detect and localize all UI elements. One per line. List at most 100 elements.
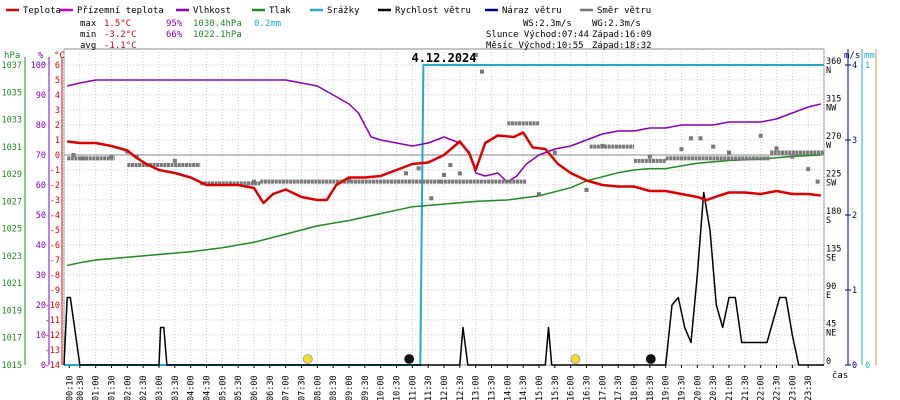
wind-speed-line: [63, 191, 824, 366]
humidity-tick-label: 90: [36, 91, 46, 101]
wind-direction-point: [790, 154, 795, 159]
legend-label: Náraz větru: [502, 6, 562, 16]
direction-tick-label: 315: [826, 95, 841, 105]
stats-max-press: 1030.4hPa: [193, 19, 242, 29]
direction-tick-label: 360: [826, 57, 841, 67]
wind-direction-point: [480, 69, 484, 74]
time-tick-label: 07:00: [282, 375, 292, 400]
info-wind-speed: WS:2.3m/s: [523, 19, 572, 29]
stats-avg-temp: -1.1°C: [104, 41, 137, 51]
time-tick-label: 08:30: [329, 375, 339, 400]
humidity-tick-label: 80: [36, 121, 46, 131]
pressure-tick-label: 1027: [2, 197, 22, 207]
time-tick-label: 16:00: [567, 375, 577, 400]
legend-label: Rychlost větru: [395, 6, 471, 16]
humidity-tick-label: 70: [36, 151, 46, 161]
time-tick-label: 10:30: [393, 375, 403, 400]
pressure-tick-label: 1035: [2, 88, 22, 98]
humidity-axis-label: %: [38, 51, 44, 61]
time-tick-label: 09:00: [345, 375, 355, 400]
wind-direction-point: [448, 163, 453, 167]
wind-direction-point: [438, 179, 443, 184]
temperature-tick-label: -7: [50, 256, 60, 266]
time-tick-label: 15:00: [535, 375, 545, 400]
time-tick-label: 04:30: [203, 375, 213, 400]
humidity-tick-label: 0: [41, 361, 46, 371]
info-sunrise: Slunce Východ:07:44: [486, 30, 589, 40]
time-tick-label: 20:00: [693, 375, 703, 400]
time-tick-label: 05:00: [218, 375, 228, 400]
info-moonset: Západ:18:32: [592, 41, 652, 51]
humidity-tick-label: 30: [36, 271, 46, 281]
time-tick-label: 04:00: [187, 375, 197, 400]
stats-max-temp: 1.5°C: [104, 19, 131, 29]
stats-max-rain: 0.2mm: [254, 19, 281, 29]
moon-icon: [404, 354, 415, 364]
pressure-tick-label: 1033: [2, 116, 22, 126]
info-wind-gust: WG:2.3m/s: [592, 19, 641, 29]
moon-icon: [645, 354, 656, 364]
temperature-line: [67, 131, 821, 205]
wind-direction-point: [711, 144, 716, 149]
wind-tick-label: 4: [852, 61, 857, 71]
direction-tick-compass: SW: [826, 179, 837, 189]
wind-direction-point: [806, 167, 811, 172]
humidity-tick-label: 60: [36, 181, 46, 191]
info-moonrise: Měsíc Východ:10:55: [486, 41, 584, 51]
rain-axis-label: mm: [864, 51, 875, 61]
time-tick-label: 03:00: [155, 375, 165, 400]
wind-direction-point: [172, 158, 177, 163]
temperature-tick-label: -11: [45, 316, 60, 326]
time-tick-label: 18:00: [630, 375, 640, 400]
pressure-tick-label: 1017: [2, 334, 22, 344]
wind-direction-point: [347, 178, 351, 182]
pressure-tick-label: 1015: [2, 361, 22, 371]
stats-min-press: 1022.1hPa: [193, 30, 242, 40]
direction-tick-compass: W: [826, 141, 832, 151]
wind-tick-label: 2: [852, 211, 857, 221]
wind-tick-label: 0: [852, 361, 857, 371]
wind-axis-label: m/s: [844, 51, 860, 61]
wind-direction-point: [71, 153, 76, 157]
time-tick-label: 14:00: [503, 375, 513, 400]
humidity-tick-label: 50: [36, 211, 46, 221]
temperature-tick-label: -9: [50, 286, 60, 296]
time-tick-label: 09:30: [361, 375, 371, 400]
pressure-tick-label: 1019: [2, 306, 22, 316]
temperature-tick-label: 6: [55, 61, 60, 71]
pressure-tick-label: 1023: [2, 252, 22, 262]
wind-direction-point: [647, 154, 652, 159]
wind-direction-point: [815, 179, 820, 184]
wind-direction-point: [404, 171, 408, 176]
temperature-tick-label: -3: [50, 196, 60, 206]
axes: hPa% °C m/s mmčas10371035103310311029102710…: [2, 49, 877, 400]
header-info: 4.12.2024 max 1.5°C 95% 1030.4hPa 0.2mm min -3.…: [80, 19, 652, 65]
temperature-tick-label: -2: [50, 181, 60, 191]
legend: Teplota Přízemní teplota Vlhkost Tlak Srážky…: [6, 6, 651, 16]
temperature-tick-label: -14: [45, 361, 60, 371]
legend-label: Přízemní teplota: [77, 6, 164, 16]
direction-tick-compass: NE: [826, 329, 836, 339]
temperature-tick-label: -13: [45, 346, 60, 356]
stats-min-hum: 66%: [166, 30, 183, 40]
plot-frame: [63, 48, 825, 366]
temperature-tick-label: -4: [50, 211, 60, 221]
time-tick-label: 22:30: [773, 375, 783, 400]
humidity-tick-label: 40: [36, 241, 46, 251]
pressure-tick-label: 1037: [2, 61, 22, 71]
wind-direction-point: [774, 146, 779, 151]
stats-min-temp: -3.2°C: [104, 30, 137, 40]
time-tick-label: 11:30: [424, 375, 434, 400]
direction-tick-compass: E: [826, 291, 831, 301]
direction-tick-compass: N: [826, 66, 831, 76]
direction-tick-label: 90: [826, 282, 836, 292]
time-tick-label: 18:30: [646, 375, 656, 400]
time-tick-label: 02:30: [139, 375, 149, 400]
time-axis-label: čas: [832, 370, 848, 381]
time-tick-label: 05:30: [234, 375, 244, 400]
wind-direction-point: [473, 53, 478, 57]
temperature-tick-label: -12: [45, 331, 60, 341]
direction-tick-label: 180: [826, 207, 841, 217]
